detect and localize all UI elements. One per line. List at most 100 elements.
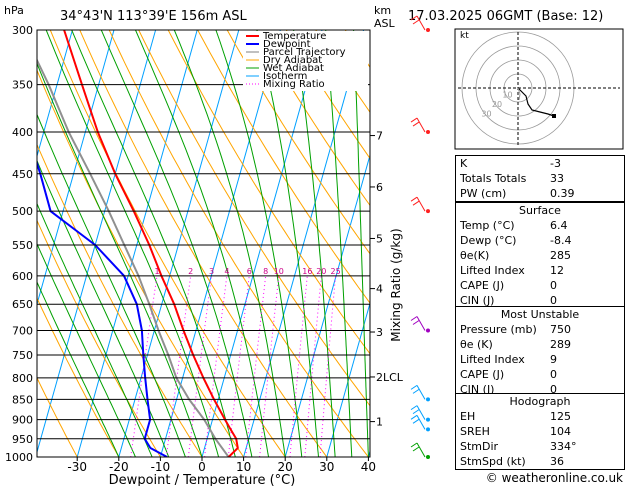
mu-row: Pressure (mb) 750: [456, 322, 624, 337]
hodograph-title: Hodograph: [509, 395, 571, 408]
mixing-ratio-label: 8: [263, 267, 268, 276]
row-label: CAPE (J): [460, 279, 505, 292]
row-value: 0: [550, 383, 557, 396]
row-value: 289: [550, 338, 571, 351]
pressure-tick-label: 550: [12, 239, 33, 252]
pressure-tick-label: 1000: [5, 451, 33, 464]
mu-row: Lifted Index 9: [456, 352, 624, 367]
most-unstable-panel: Most Unstable Pressure (mb) 750 θe (K) 289…: [455, 306, 625, 398]
pressure-tick-label: 300: [12, 24, 33, 37]
surface-row: CAPE (J) 0: [456, 278, 624, 293]
row-value: 0: [550, 368, 557, 381]
pressure-tick-label: 600: [12, 270, 33, 283]
isotherm-line: [37, 30, 157, 454]
wind-barb-dot: [426, 397, 430, 402]
row-label: K: [460, 157, 468, 170]
surface-row: Dewp (°C) -8.4: [456, 233, 624, 248]
km-tick-label: 7: [376, 130, 383, 143]
mixing-ratio-line: [319, 275, 337, 457]
wind-barb-dot: [426, 328, 430, 333]
wet-adiabat-line: [293, 30, 336, 457]
row-value: 104: [550, 425, 571, 438]
wind-barb-flag: [410, 117, 418, 123]
dry-adiabat-line: [37, 376, 78, 457]
mixing-ratio-axis-title: Mixing Ratio (g/kg): [389, 228, 403, 341]
mixing-ratio-label: 25: [330, 267, 340, 276]
row-label: StmSpd (kt): [460, 455, 526, 468]
hodograph-panel: Hodograph EH 125 SREH 104 StmDir 334° StmSp…: [455, 393, 625, 470]
totals-row: Totals Totals 33: [456, 171, 624, 186]
mixing-ratio-label: 3: [209, 267, 214, 276]
wind-barb-dot: [426, 455, 430, 459]
x-tick-label: 40: [361, 460, 376, 474]
hodo-row: SREH 104: [456, 424, 624, 439]
wet-adiabat-line: [215, 30, 303, 457]
isotherm-line: [37, 30, 73, 158]
isotherm-line: [284, 153, 370, 457]
mixing-ratio-label: 10: [274, 267, 284, 276]
surface-panel: Surface Temp (°C) 6.4 Dewp (°C) -8.4 θe(K)…: [455, 202, 625, 309]
wind-barb-staff: [416, 442, 426, 458]
row-label: Temp (°C): [460, 219, 515, 232]
row-value: 9: [550, 353, 557, 366]
pressure-tick-label: 900: [12, 414, 33, 427]
row-label: CAPE (J): [460, 368, 505, 381]
x-tick-label: 10: [236, 460, 251, 474]
wind-barb-staff: [416, 405, 426, 420]
mu-row: CAPE (J) 0: [456, 367, 624, 382]
pressure-tick-label: 650: [12, 298, 33, 311]
wind-barb-dot: [426, 417, 430, 422]
wind-barb-staff: [416, 415, 426, 430]
wind-barb-flag: [410, 414, 418, 420]
wind-barb-dot: [426, 130, 430, 135]
pressure-tick-label: 400: [12, 126, 33, 139]
x-tick-label: 30: [319, 460, 334, 474]
x-axis-title: Dewpoint / Temperature (°C): [109, 473, 296, 486]
pressure-tick-label: 750: [12, 349, 33, 362]
mixing-ratio-line: [130, 275, 158, 457]
x-tick-label: 0: [198, 460, 206, 474]
row-value: 12: [550, 264, 564, 277]
row-label: Totals Totals: [460, 172, 527, 185]
km-unit-label: km: [374, 4, 391, 17]
x-tick-label: 20: [278, 460, 293, 474]
hodograph-ring-label: 20: [492, 100, 502, 109]
wind-barb-dot: [426, 28, 430, 32]
row-value: -3: [550, 157, 561, 170]
wind-barb-dot: [426, 209, 430, 214]
mixing-ratio-label: 4: [224, 267, 229, 276]
legend-label: Parcel Trajectory: [263, 47, 346, 58]
x-tick-label: -20: [109, 460, 129, 474]
wind-barb-dot: [426, 427, 430, 432]
hodograph-frame: [454, 28, 624, 150]
dry-adiabat-line: [226, 30, 370, 255]
wind-barb-flag: [412, 409, 420, 415]
row-label: StmDir: [460, 440, 499, 453]
mu-row: θe (K) 289: [456, 337, 624, 352]
pressure-tick-label: 850: [12, 393, 33, 406]
mixing-ratio-line: [165, 275, 192, 457]
mixing-ratio-label: 20: [316, 267, 326, 276]
isotherm-line: [76, 30, 198, 457]
wind-barb-staff: [416, 385, 426, 400]
row-label: CIN (J): [460, 294, 495, 307]
mixing-ratio-line: [289, 275, 308, 457]
wind-barb-flag: [412, 320, 420, 325]
surface-row: Lifted Index 12: [456, 263, 624, 278]
row-label: PW (cm): [460, 187, 507, 200]
row-value: -8.4: [550, 234, 572, 247]
mixing-ratio-line: [204, 275, 228, 457]
pressure-tick-label: 350: [12, 79, 33, 92]
legend-label: Dewpoint: [263, 39, 311, 50]
indices-panel: K -3 Totals Totals 33 PW (cm) 0.39: [455, 155, 625, 202]
km-tick-label: 4: [376, 283, 383, 296]
row-value: 33: [550, 172, 564, 185]
k-index-row: K -3: [456, 156, 624, 171]
dry-adiabat-line: [79, 30, 328, 457]
pressure-tick-label: 450: [12, 168, 33, 181]
wind-barb-flag: [412, 418, 420, 424]
hodograph-end-marker: [552, 114, 556, 118]
row-label: Dewp (°C): [460, 234, 517, 247]
wind-barb-flag: [412, 200, 420, 206]
